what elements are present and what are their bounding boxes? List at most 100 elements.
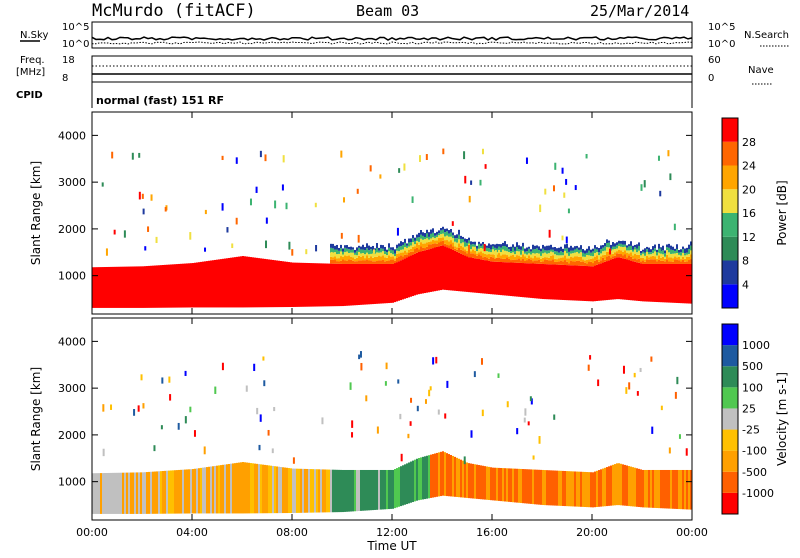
velocity-column	[194, 468, 196, 514]
velocity-column	[122, 472, 124, 514]
colorbar-tick-label: -1000	[742, 487, 774, 500]
nsearch-top-tick: 10^5	[708, 22, 735, 33]
power-fringe	[346, 256, 348, 261]
power-fringe	[600, 256, 602, 261]
power-sparse-point	[640, 184, 643, 191]
power-column	[670, 263, 672, 303]
power-column	[660, 263, 662, 303]
power-sparse-point	[525, 157, 528, 164]
velocity-column	[110, 472, 112, 514]
power-fringe	[638, 245, 640, 251]
velocity-column	[240, 462, 242, 514]
power-fringe	[532, 249, 534, 254]
power-fringe	[426, 238, 428, 243]
velocity-sparse-point	[349, 382, 352, 390]
power-sparse-point	[305, 249, 308, 255]
power-column	[114, 266, 116, 308]
power-fringe	[568, 251, 570, 256]
power-fringe	[368, 260, 370, 264]
power-fringe	[686, 247, 688, 253]
power-fringe	[502, 242, 504, 247]
power-fringe	[430, 233, 432, 239]
power-fringe	[412, 235, 414, 239]
power-column	[506, 262, 508, 296]
power-fringe	[682, 252, 684, 257]
power-sparse-point	[442, 148, 445, 155]
power-fringe	[536, 245, 538, 249]
power-fringe	[360, 246, 362, 250]
power-fringe	[478, 252, 480, 255]
power-fringe	[628, 250, 630, 254]
power-fringe	[566, 258, 568, 262]
power-fringe	[446, 240, 448, 246]
velocity-column	[182, 469, 184, 514]
colorbar-segment	[722, 284, 738, 308]
power-fringe	[390, 247, 392, 250]
velocity-sparse-point	[473, 371, 476, 378]
power-fringe	[648, 259, 650, 264]
power-fringe	[438, 242, 440, 247]
power-fringe	[544, 257, 546, 260]
power-fringe	[572, 247, 574, 251]
colorbar-segment	[722, 141, 738, 166]
date-label: 25/Mar/2014	[590, 2, 689, 20]
power-fringe	[518, 255, 520, 259]
velocity-column	[322, 469, 324, 513]
velocity-column	[162, 470, 164, 514]
power-column	[250, 257, 252, 308]
power-fringe	[568, 258, 570, 264]
power-fringe	[620, 246, 622, 251]
power-fringe	[344, 255, 346, 261]
power-fringe	[556, 255, 558, 260]
power-column	[554, 264, 556, 300]
power-fringe	[508, 247, 510, 250]
power-column	[384, 263, 386, 304]
power-fringe	[534, 255, 536, 261]
velocity-column	[360, 469, 362, 511]
velocity-column	[676, 469, 678, 509]
power-fringe	[658, 252, 660, 256]
power-column	[244, 256, 246, 308]
power-fringe	[410, 248, 412, 252]
colorbar-segment	[722, 118, 738, 142]
power-column	[498, 261, 500, 295]
power-fringe	[564, 248, 566, 251]
power-fringe	[606, 242, 608, 248]
velocity-column	[542, 469, 544, 506]
power-fringe	[688, 249, 690, 255]
power-fringe	[574, 256, 576, 262]
power-fringe	[614, 246, 616, 249]
velocity-column	[310, 469, 312, 513]
power-fringe	[664, 258, 666, 262]
power-fringe	[416, 240, 418, 244]
power-column	[200, 261, 202, 308]
velocity-column	[552, 470, 554, 506]
power-fringe	[538, 246, 540, 251]
power-fringe	[502, 258, 504, 263]
velocity-column	[148, 471, 150, 514]
power-fringe	[430, 229, 432, 234]
power-fringe	[652, 259, 654, 264]
power-fringe	[462, 239, 464, 243]
power-sparse-point	[563, 192, 566, 198]
power-fringe	[344, 260, 346, 264]
power-fringe	[512, 244, 514, 248]
power-fringe	[490, 256, 492, 262]
power-fringe	[596, 252, 598, 256]
power-fringe	[456, 249, 458, 252]
power-fringe	[672, 253, 674, 259]
power-fringe	[456, 242, 458, 248]
power-fringe	[478, 254, 480, 260]
power-fringe	[550, 251, 552, 256]
power-column	[394, 263, 396, 303]
velocity-column	[568, 471, 570, 507]
y-tick-label: 4000	[58, 129, 86, 142]
power-column	[258, 258, 260, 308]
power-fringe	[512, 254, 514, 260]
velocity-sparse-point	[262, 356, 265, 361]
power-sparse-point	[255, 186, 258, 193]
power-fringe	[618, 249, 620, 254]
power-fringe	[524, 251, 526, 254]
power-fringe	[606, 239, 608, 243]
velocity-sparse-point	[351, 420, 354, 428]
